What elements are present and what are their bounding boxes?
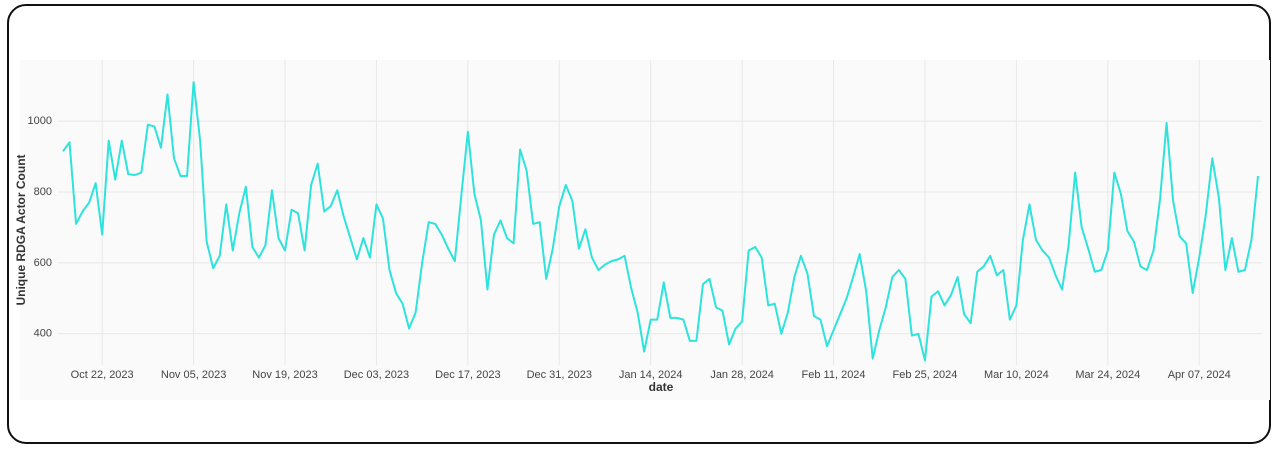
x-tick-label: Feb 25, 2024 (893, 369, 958, 381)
y-tick-label: 1000 (28, 115, 52, 127)
y-tick-label: 600 (34, 257, 52, 269)
x-tick-label: Mar 10, 2024 (984, 369, 1049, 381)
y-tick-label: 800 (34, 186, 52, 198)
x-tick-label: Jan 14, 2024 (619, 369, 683, 381)
x-tick-label: Nov 05, 2023 (161, 369, 226, 381)
x-axis-label: date (649, 380, 674, 394)
x-tick-label: Oct 22, 2023 (71, 369, 134, 381)
x-tick-label: Dec 17, 2023 (435, 369, 500, 381)
x-tick-label: Nov 19, 2023 (252, 369, 317, 381)
x-tick-label: Jan 28, 2024 (710, 369, 774, 381)
x-tick-label: Dec 31, 2023 (527, 369, 592, 381)
x-tick-label: Dec 03, 2023 (344, 369, 409, 381)
x-tick-label: Apr 07, 2024 (1168, 369, 1231, 381)
x-tick-label: Mar 24, 2024 (1075, 369, 1140, 381)
data-line (62, 81, 1259, 362)
y-axis-label: Unique RDGA Actor Count (14, 154, 28, 305)
x-tick-label: Feb 11, 2024 (802, 369, 866, 381)
y-tick-label: 400 (34, 328, 52, 340)
